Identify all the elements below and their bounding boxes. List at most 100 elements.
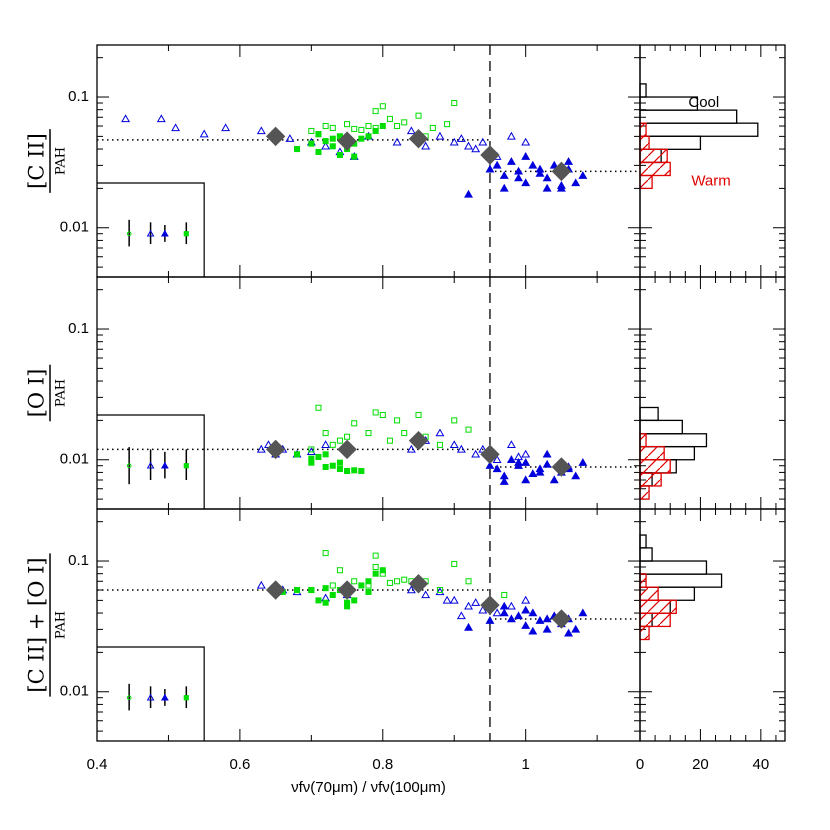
data-point: [358, 135, 365, 142]
data-point: [521, 178, 531, 187]
data-point: [351, 597, 358, 604]
median-point: [265, 580, 286, 600]
error-point: [183, 695, 189, 701]
data-point: [294, 587, 301, 594]
y-tick-label: 0.01: [60, 451, 89, 468]
data-point: [521, 605, 531, 614]
data-point: [578, 608, 588, 617]
data-point: [401, 119, 408, 126]
data-point: [449, 137, 459, 146]
data-point: [542, 624, 552, 633]
data-point: [308, 587, 315, 594]
data-point: [514, 458, 524, 466]
x-axis-label: νfν(70μm) / νfν(100μm): [291, 779, 446, 796]
data-point: [492, 464, 502, 473]
y-label: [C II] PAH: [25, 129, 69, 193]
data-point: [221, 123, 231, 132]
data-point: [344, 121, 351, 128]
data-point: [464, 601, 473, 610]
y-label-denominator: PAH: [54, 611, 69, 639]
data-point: [471, 449, 481, 458]
data-point: [406, 126, 416, 135]
data-point: [521, 137, 531, 146]
data-point: [506, 614, 516, 623]
data-point: [449, 595, 459, 604]
data-point: [372, 570, 379, 577]
histogram-bar: [639, 599, 677, 614]
data-point: [406, 444, 416, 453]
data-point: [351, 125, 358, 132]
histogram-bar: [639, 419, 683, 435]
data-point: [379, 567, 386, 574]
data-point: [421, 141, 431, 150]
data-point: [351, 578, 358, 585]
data-point: [506, 157, 516, 165]
histogram-bar: [639, 485, 650, 500]
median-point: [551, 161, 572, 182]
data-point: [379, 123, 386, 130]
y-tick-label: 0.01: [60, 219, 89, 236]
y-label: [O I] PAH: [25, 364, 69, 422]
data-point: [549, 475, 559, 484]
data-point: [521, 595, 531, 604]
data-point: [401, 576, 408, 583]
data-point: [315, 453, 322, 460]
data-point: [394, 578, 401, 585]
data-point: [386, 437, 393, 444]
data-point: [321, 440, 331, 449]
histogram-bar: [639, 174, 653, 190]
error-point: [146, 461, 155, 469]
data-point: [506, 131, 516, 140]
data-point: [485, 616, 495, 624]
data-point: [571, 471, 581, 480]
data-point: [322, 463, 329, 471]
data-point: [415, 411, 422, 419]
data-point: [256, 580, 266, 589]
y-label-denominator: PAH: [54, 147, 69, 175]
median-point: [480, 595, 500, 615]
histogram-bar: [639, 433, 647, 448]
median-point: [480, 444, 500, 465]
data-point: [535, 616, 545, 624]
data-point: [358, 467, 365, 475]
data-point: [336, 459, 343, 466]
data-point: [444, 121, 451, 128]
histogram-bar: [639, 560, 708, 575]
y-label-numerator: [O I]: [25, 369, 49, 418]
data-point: [308, 140, 315, 147]
histogram-bar: [639, 161, 671, 177]
data-point: [315, 404, 322, 411]
data-point: [394, 417, 401, 424]
error-point: [183, 463, 189, 469]
data-point: [365, 430, 372, 437]
data-point: [528, 469, 538, 478]
data-point: [386, 579, 393, 586]
data-point: [514, 173, 524, 182]
error-point: [126, 231, 132, 237]
inset-box: [97, 182, 205, 277]
data-point: [322, 550, 329, 557]
data-point: [464, 189, 473, 198]
median-point: [337, 439, 357, 460]
data-point: [514, 611, 524, 620]
histogram-bar: [639, 625, 650, 641]
histogram-label: Cool: [688, 94, 719, 111]
data-point: [535, 467, 545, 476]
data-point: [499, 171, 509, 179]
histogram-bar: [639, 612, 671, 628]
data-point: [571, 178, 581, 187]
data-point: [315, 148, 322, 155]
x-tick-label: 0.6: [229, 756, 250, 773]
data-point: [564, 628, 574, 637]
data-point: [415, 112, 422, 119]
data-point: [308, 446, 315, 453]
data-point: [542, 449, 552, 458]
data-point: [464, 622, 473, 631]
data-point: [344, 467, 351, 475]
histogram-bar: [639, 459, 671, 474]
data-point: [156, 114, 166, 123]
data-point: [506, 440, 516, 449]
data-point: [421, 590, 431, 599]
y-label-numerator: [C II]: [25, 133, 49, 189]
data-point: [306, 447, 316, 456]
